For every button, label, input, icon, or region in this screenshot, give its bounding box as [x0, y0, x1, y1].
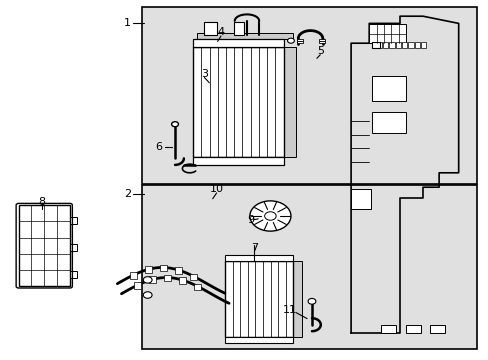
Bar — [407, 42, 413, 48]
Text: 11: 11 — [283, 305, 296, 315]
Bar — [382, 42, 387, 48]
Circle shape — [143, 292, 152, 298]
Bar — [194, 284, 201, 290]
Bar — [149, 276, 156, 283]
Bar — [193, 157, 283, 165]
Text: 5: 5 — [316, 46, 323, 56]
Text: 6: 6 — [155, 142, 162, 152]
Bar — [160, 265, 167, 271]
Bar — [193, 47, 283, 157]
Bar — [70, 217, 77, 224]
Text: 7: 7 — [250, 243, 257, 253]
Circle shape — [143, 276, 152, 283]
Bar — [19, 205, 70, 286]
Bar — [224, 255, 293, 261]
Text: 1: 1 — [124, 18, 131, 28]
Bar — [350, 189, 370, 209]
Text: 3: 3 — [201, 69, 207, 79]
Bar — [429, 325, 444, 333]
Bar — [179, 277, 186, 284]
Bar — [145, 266, 152, 273]
Bar — [130, 272, 137, 279]
Circle shape — [287, 38, 294, 43]
Bar — [319, 39, 325, 41]
Bar — [164, 275, 171, 281]
Bar — [190, 274, 197, 280]
Bar — [293, 261, 302, 337]
Bar — [196, 33, 293, 39]
Bar — [420, 42, 426, 48]
Bar — [70, 271, 77, 278]
Bar — [175, 267, 182, 274]
Bar — [224, 337, 293, 343]
Bar — [70, 244, 77, 251]
Bar — [204, 22, 216, 35]
Bar — [371, 42, 380, 48]
Text: 10: 10 — [209, 184, 223, 194]
Bar — [388, 42, 394, 48]
Circle shape — [307, 298, 315, 304]
Bar — [371, 76, 405, 101]
Circle shape — [171, 122, 178, 127]
Text: 2: 2 — [123, 189, 131, 199]
Text: 9: 9 — [246, 215, 253, 225]
Bar — [296, 39, 302, 41]
Bar — [401, 42, 407, 48]
Bar — [376, 42, 381, 48]
Bar — [233, 22, 244, 35]
Bar — [371, 112, 405, 133]
Text: 4: 4 — [217, 27, 224, 37]
Bar — [142, 7, 476, 184]
Bar — [142, 185, 476, 349]
Circle shape — [264, 212, 276, 220]
Text: 8: 8 — [39, 197, 45, 207]
Bar — [134, 282, 141, 289]
Bar — [395, 42, 400, 48]
Bar — [283, 47, 295, 157]
Bar — [224, 261, 293, 337]
Bar — [319, 41, 325, 43]
Bar — [405, 325, 420, 333]
Circle shape — [249, 201, 290, 231]
Bar — [381, 325, 395, 333]
Bar — [296, 41, 302, 43]
Bar — [368, 24, 405, 43]
Bar — [193, 39, 283, 47]
Bar — [414, 42, 419, 48]
